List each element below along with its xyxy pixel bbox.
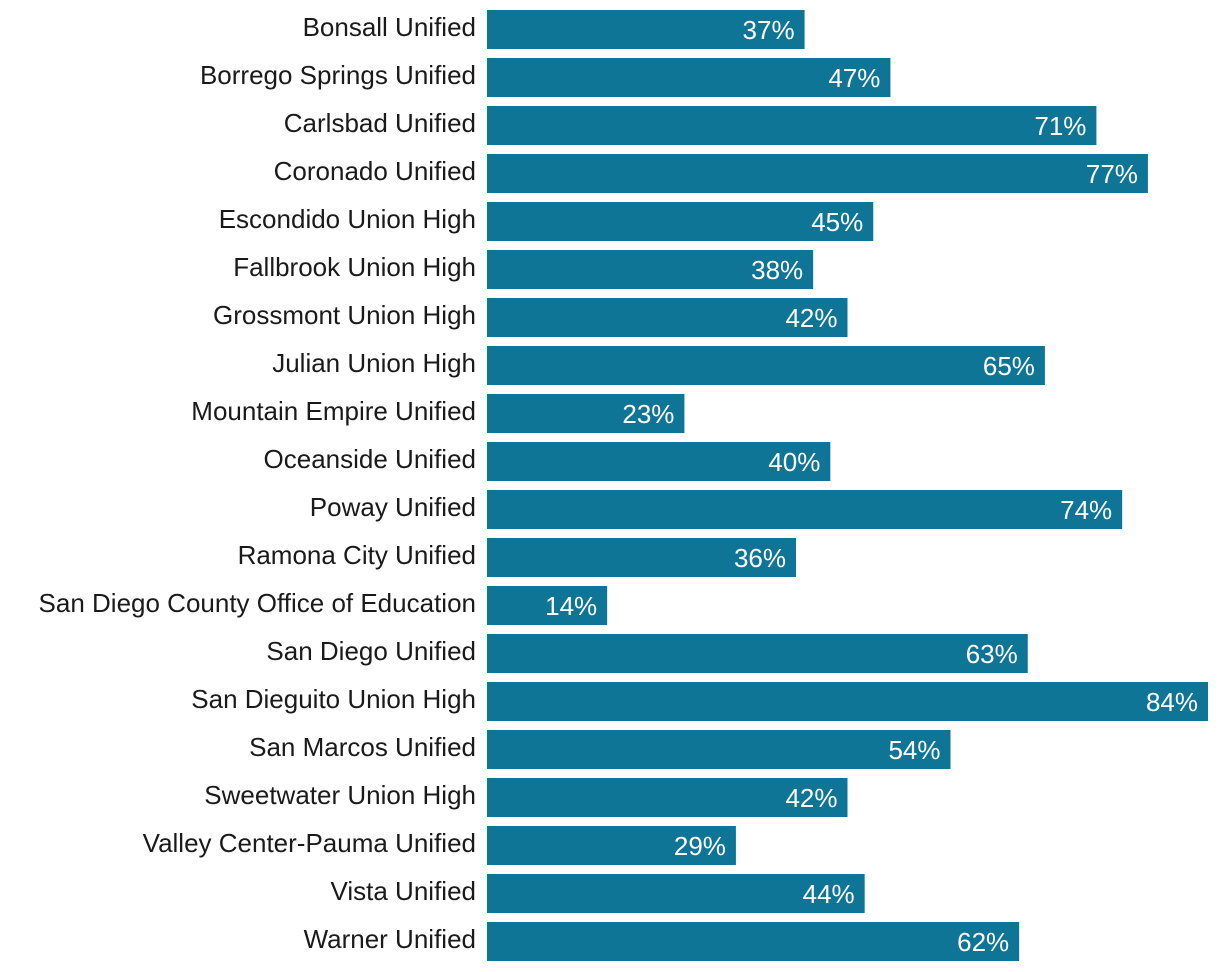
- bar: [487, 682, 1208, 721]
- bar-row: Escondido Union High 45%: [219, 202, 874, 241]
- category-label: Carlsbad Unified: [284, 108, 476, 138]
- bar-row: Coronado Unified 77%: [274, 154, 1148, 193]
- category-label: Warner Unified: [304, 924, 476, 954]
- bar: [487, 298, 848, 337]
- bar-row: Julian Union High 65%: [272, 346, 1045, 385]
- value-label: 74%: [1060, 495, 1112, 525]
- bar: [487, 490, 1123, 529]
- category-label: Borrego Springs Unified: [200, 60, 476, 90]
- category-label: Ramona City Unified: [238, 540, 476, 570]
- bar-row: Warner Unified 62%: [304, 922, 1020, 961]
- category-label: Escondido Union High: [219, 204, 476, 234]
- value-label: 84%: [1146, 687, 1198, 717]
- bar-row: Sweetwater Union High 42%: [204, 778, 848, 817]
- bar-row: Carlsbad Unified 71%: [284, 106, 1097, 145]
- value-label: 63%: [966, 639, 1018, 669]
- category-label: Valley Center-Pauma Unified: [143, 828, 476, 858]
- category-label: Oceanside Unified: [264, 444, 476, 474]
- bar: [487, 730, 951, 769]
- bar: [487, 538, 796, 577]
- bar-row: Bonsall Unified 37%: [303, 10, 805, 49]
- category-label: San Diego County Office of Education: [39, 588, 476, 618]
- category-label: Poway Unified: [310, 492, 476, 522]
- value-label: 45%: [811, 207, 863, 237]
- bar: [487, 154, 1148, 193]
- bar-row: Vista Unified 44%: [331, 874, 865, 913]
- bar: [487, 202, 874, 241]
- bar: [487, 106, 1097, 145]
- category-label: Bonsall Unified: [303, 12, 476, 42]
- bar-row: Valley Center-Pauma Unified 29%: [143, 826, 736, 865]
- category-label: San Diego Unified: [266, 636, 476, 666]
- category-label: Coronado Unified: [274, 156, 476, 186]
- bar-row: Grossmont Union High 42%: [213, 298, 848, 337]
- value-label: 37%: [743, 15, 795, 45]
- value-label: 65%: [983, 351, 1035, 381]
- value-label: 23%: [622, 399, 674, 429]
- value-label: 38%: [751, 255, 803, 285]
- bar: [487, 250, 814, 289]
- bar: [487, 586, 608, 625]
- bar: [487, 10, 805, 49]
- value-label: 77%: [1086, 159, 1138, 189]
- bar: [487, 394, 685, 433]
- bar: [487, 922, 1020, 961]
- value-label: 29%: [674, 831, 726, 861]
- bar: [487, 778, 848, 817]
- bar: [487, 346, 1045, 385]
- bar-row: Oceanside Unified 40%: [264, 442, 831, 481]
- category-label: Mountain Empire Unified: [191, 396, 476, 426]
- category-label: Vista Unified: [331, 876, 477, 906]
- bar: [487, 634, 1028, 673]
- value-label: 42%: [785, 303, 837, 333]
- bar-row: Ramona City Unified 36%: [238, 538, 796, 577]
- bar-row: San Diego Unified 63%: [266, 634, 1028, 673]
- value-label: 40%: [768, 447, 820, 477]
- bar: [487, 442, 831, 481]
- value-label: 42%: [785, 783, 837, 813]
- bar-row: San Marcos Unified 54%: [249, 730, 951, 769]
- category-label: Fallbrook Union High: [233, 252, 476, 282]
- category-label: Sweetwater Union High: [204, 780, 476, 810]
- bar: [487, 826, 736, 865]
- bar-row: Mountain Empire Unified 23%: [191, 394, 685, 433]
- value-label: 47%: [828, 63, 880, 93]
- category-label: Julian Union High: [272, 348, 476, 378]
- category-label: San Marcos Unified: [249, 732, 476, 762]
- bar-row: Fallbrook Union High 38%: [233, 250, 814, 289]
- value-label: 14%: [545, 591, 597, 621]
- value-label: 71%: [1034, 111, 1086, 141]
- category-label: Grossmont Union High: [213, 300, 476, 330]
- value-label: 54%: [888, 735, 940, 765]
- bar: [487, 874, 865, 913]
- value-label: 62%: [957, 927, 1009, 957]
- value-label: 36%: [734, 543, 786, 573]
- value-label: 44%: [803, 879, 855, 909]
- category-label: San Dieguito Union High: [191, 684, 476, 714]
- bar-row: San Diego County Office of Education 14%: [39, 586, 608, 625]
- bar-row: Borrego Springs Unified 47%: [200, 58, 891, 97]
- bar-row: San Dieguito Union High 84%: [191, 682, 1208, 721]
- bar-row: Poway Unified 74%: [310, 490, 1123, 529]
- bar: [487, 58, 891, 97]
